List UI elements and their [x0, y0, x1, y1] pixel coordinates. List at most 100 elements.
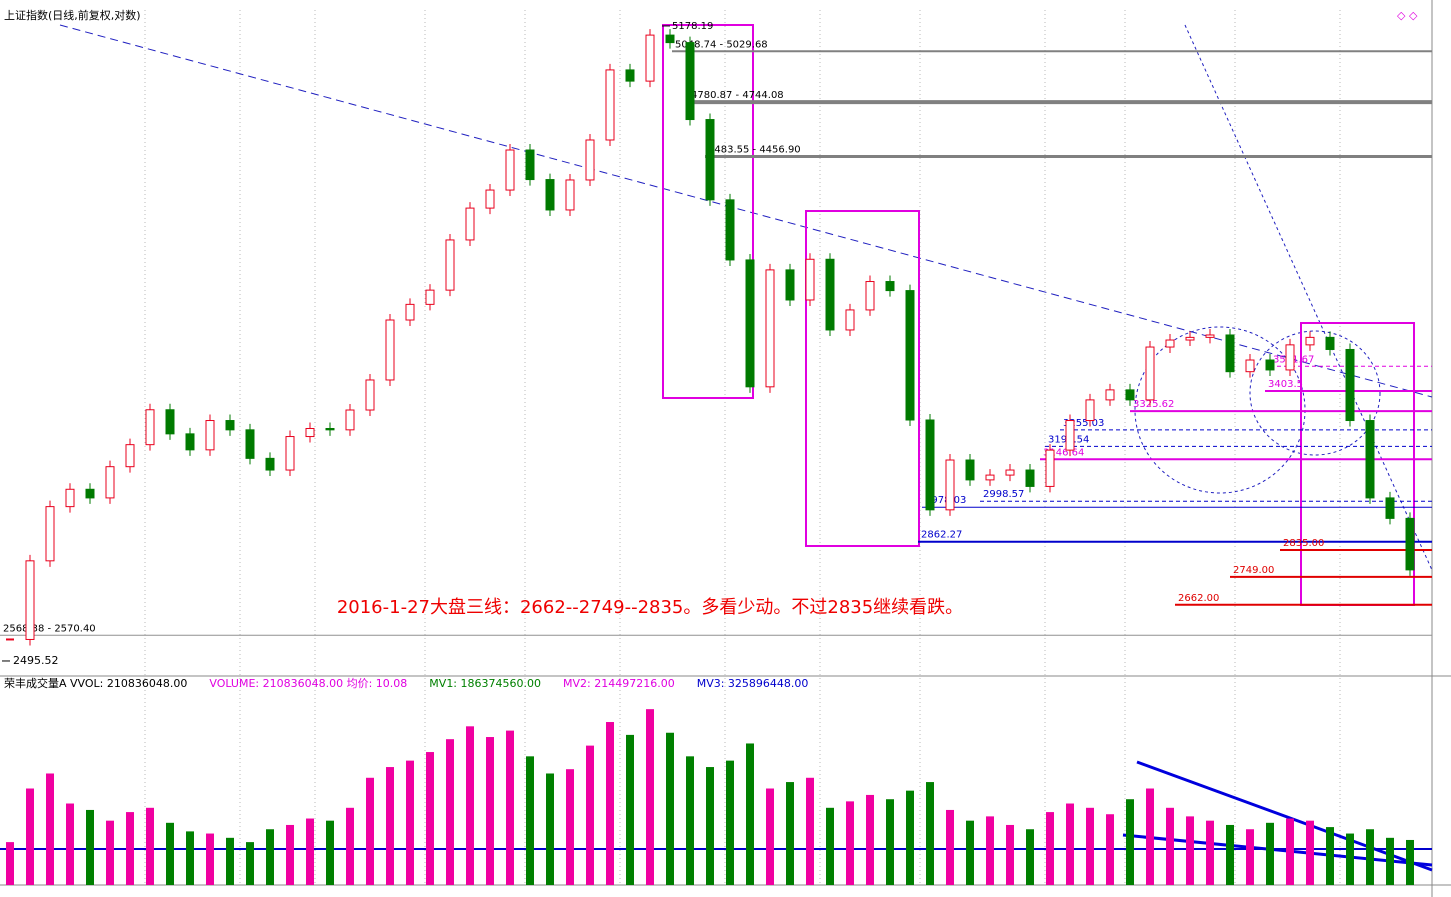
level-label: 3146.64: [1043, 447, 1084, 458]
candle: [125, 444, 135, 468]
volume-bar: [186, 831, 194, 885]
candle: [45, 506, 55, 562]
volume-bar: [826, 807, 834, 885]
candle: [485, 189, 495, 209]
volume-header: MV1: 186374560.00: [429, 677, 541, 690]
volume-bar: [666, 732, 674, 885]
candle: [805, 258, 815, 301]
candle: [685, 42, 695, 121]
candle: [905, 290, 915, 421]
volume-bar: [1166, 807, 1174, 885]
volume-bar: [1366, 829, 1374, 885]
candle: [1225, 334, 1235, 373]
candle: [625, 69, 635, 82]
level-label: 2998.57: [983, 489, 1024, 500]
candle: [1005, 469, 1015, 476]
candle: [205, 420, 215, 451]
volume-bar: [486, 737, 494, 885]
trend-line: [1184, 24, 1433, 571]
volume-bar: [1086, 807, 1094, 885]
candle: [425, 289, 435, 305]
volume-header: 荣丰成交量A VVOL: 210836048.00: [4, 676, 187, 690]
volume-bar: [346, 807, 354, 885]
candle: [405, 303, 415, 321]
volume-header: MV3: 325896448.00: [697, 677, 809, 690]
volume-bar: [386, 767, 394, 885]
candle: [565, 179, 575, 211]
volume-bar: [606, 722, 614, 885]
candle: [1365, 420, 1375, 499]
box-marker: [805, 210, 920, 547]
volume-bar: [586, 745, 594, 885]
volume-bar: [1206, 820, 1214, 885]
volume-bar: [1266, 822, 1274, 885]
volume-bar: [1246, 829, 1254, 885]
candle: [865, 281, 875, 311]
volume-bar: [946, 809, 954, 885]
candle: [885, 281, 895, 292]
candle: [545, 179, 555, 211]
candle: [525, 149, 535, 181]
volume-bar: [1106, 814, 1114, 885]
candle: [705, 119, 715, 201]
volume-bar: [466, 726, 474, 885]
trend-line: [59, 24, 1433, 398]
volume-bar: [786, 782, 794, 885]
candle: [345, 409, 355, 431]
candle: [1385, 497, 1395, 519]
candle: [25, 560, 35, 640]
volume-bar: [46, 773, 54, 885]
candle: [605, 69, 615, 141]
volume-bar: [446, 739, 454, 885]
volume-bar: [906, 790, 914, 885]
level-label: 3403.5: [1268, 379, 1303, 390]
annotation: 2016-1-27大盘三线：2662--2749--2835。多看少动。不过28…: [337, 597, 963, 618]
candle: [265, 457, 275, 471]
candle: [1345, 348, 1355, 422]
volume-bar: [646, 709, 654, 885]
volume-bar: [966, 820, 974, 885]
volume-bar: [746, 743, 754, 885]
low-label: 2495.52: [13, 654, 59, 667]
volume-bar: [226, 837, 234, 885]
candle: [965, 459, 975, 481]
volume-bar: [106, 820, 114, 885]
candle: [1245, 359, 1255, 373]
candle: [1265, 359, 1275, 371]
volume-bar: [66, 803, 74, 885]
volume-bar: [986, 816, 994, 885]
volume-bar: [246, 842, 254, 885]
candle: [825, 258, 835, 331]
volume-bar: [86, 809, 94, 885]
candle: [245, 429, 255, 459]
candle: [85, 488, 95, 499]
level-label: 4483.55 - 4456.90: [708, 144, 801, 155]
candle: [765, 269, 775, 388]
candle: [285, 436, 295, 471]
volume-bar: [1006, 824, 1014, 885]
candle: [1165, 339, 1175, 348]
level-label: 2749.00: [1233, 565, 1274, 576]
volume-bar: [426, 752, 434, 885]
volume-bar: [146, 807, 154, 885]
candle: [1325, 336, 1335, 350]
candle: [585, 139, 595, 181]
volume-bar: [926, 782, 934, 885]
volume-bar: [26, 788, 34, 885]
volume-bar: [546, 773, 554, 885]
level-label: 3255.03: [1063, 418, 1104, 429]
volume-bar: [6, 842, 14, 885]
volume-bar: [1306, 820, 1314, 885]
volume-bar: [726, 760, 734, 885]
candle: [645, 34, 655, 82]
volume-header: MV2: 214497216.00: [563, 677, 675, 690]
candle: [785, 269, 795, 301]
chart-title: 上证指数(日线,前复权,对数): [4, 8, 141, 22]
candle: [1285, 344, 1295, 371]
volume-bar: [1186, 816, 1194, 885]
volume-bar: [366, 777, 374, 885]
candle: [725, 199, 735, 261]
level-label: 2662.00: [1178, 593, 1219, 604]
volume-bar: [306, 818, 314, 885]
